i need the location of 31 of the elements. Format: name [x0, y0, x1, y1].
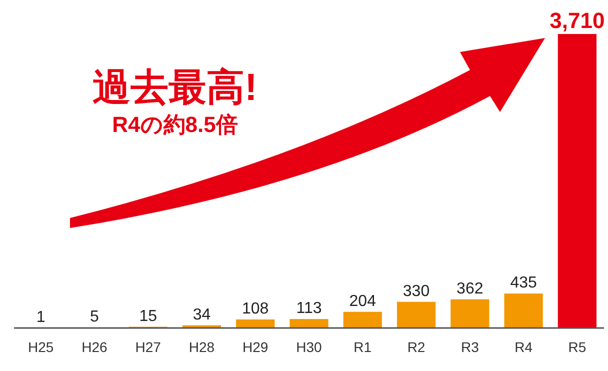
data-label: 113: [296, 300, 322, 318]
data-label: 3,710: [550, 8, 605, 33]
annotation: 過去最高!: [92, 66, 258, 109]
annotation: R4の約8.5倍: [112, 112, 238, 137]
data-label: 34: [192, 306, 211, 324]
x-tick-label: R2: [407, 339, 426, 355]
bar: [290, 319, 328, 328]
x-tick-label: H25: [28, 339, 54, 355]
data-label: 204: [349, 292, 376, 310]
x-tick-label: R1: [354, 339, 372, 355]
data-label: 5: [90, 308, 99, 326]
x-tick-label: H29: [242, 339, 268, 355]
data-label: 15: [139, 308, 158, 325]
data-label: 435: [510, 274, 537, 292]
data-label: 362: [456, 280, 484, 298]
bar: [396, 302, 436, 328]
bar: [504, 294, 543, 328]
bar: [558, 34, 596, 328]
bar: [343, 312, 382, 328]
x-tick-label: H27: [135, 339, 162, 355]
x-tick-label: H26: [82, 339, 108, 355]
x-tick-label: R5: [568, 339, 586, 355]
x-tick-label: H28: [188, 339, 215, 355]
data-label: 1: [36, 308, 46, 326]
data-label: 330: [402, 282, 430, 300]
x-tick-label: H30: [296, 339, 322, 355]
x-tick-label: R4: [514, 339, 533, 355]
bar: [236, 319, 275, 328]
bar: [450, 299, 490, 328]
data-label: 108: [242, 300, 269, 318]
x-tick-label: R3: [460, 339, 480, 355]
